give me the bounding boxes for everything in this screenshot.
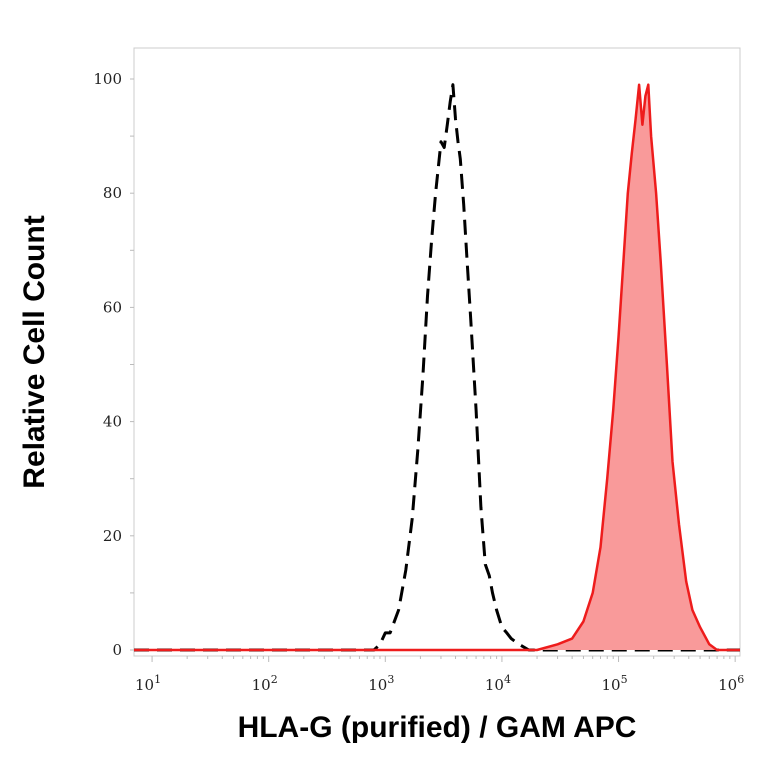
x-tick-labels: 101 102 103 104 105 106 bbox=[135, 673, 744, 694]
y-tick-label: 60 bbox=[103, 298, 122, 316]
plot-frame bbox=[133, 47, 741, 657]
y-tick-label: 0 bbox=[112, 641, 122, 659]
sample-histogram-line bbox=[134, 83, 740, 652]
y-axis-title: Relative Cell Count bbox=[18, 215, 51, 488]
y-tick-labels: 0 20 40 60 80 100 bbox=[93, 70, 122, 659]
x-tick-label: 102 bbox=[252, 673, 278, 694]
x-tick-label: 103 bbox=[368, 673, 394, 694]
sample-area-fill bbox=[134, 84, 740, 650]
x-tick-label: 104 bbox=[485, 673, 511, 694]
x-axis-title: HLA-G (purified) / GAM APC bbox=[238, 711, 637, 744]
minor-ticks bbox=[130, 78, 736, 662]
y-tick-label: 20 bbox=[103, 527, 122, 545]
x-tick-label: 106 bbox=[718, 673, 744, 694]
y-tick-label: 40 bbox=[103, 413, 122, 431]
control-histogram-line bbox=[134, 83, 740, 652]
y-tick-label: 100 bbox=[93, 70, 122, 88]
x-tick-label: 101 bbox=[135, 673, 161, 694]
x-tick-label: 105 bbox=[602, 673, 628, 694]
series-layer bbox=[134, 83, 740, 652]
y-tick-label: 80 bbox=[103, 184, 122, 202]
